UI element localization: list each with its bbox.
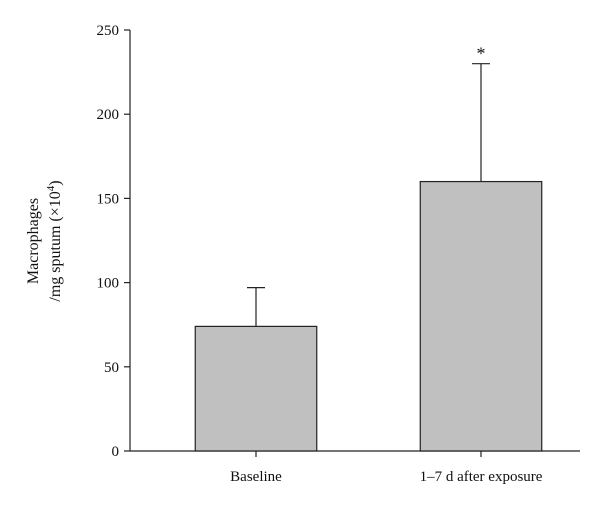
y-axis-title-line2: /mg sputum (×104): [45, 180, 64, 301]
y-axis-title-line1: Macrophages: [25, 198, 42, 284]
y-tick-label: 0: [112, 444, 120, 460]
y-tick-label: 250: [97, 23, 120, 39]
significance-marker: *: [477, 44, 486, 64]
x-tick-label: Baseline: [230, 469, 282, 485]
y-tick-label: 200: [97, 107, 120, 123]
y-axis-title-line2-prefix: /mg sputum (×10: [47, 191, 64, 301]
x-tick-label: 1–7 d after exposure: [420, 469, 543, 485]
y-tick-label: 150: [97, 191, 120, 207]
x-axis-ticks: Baseline 1–7 d after exposure: [230, 451, 543, 485]
bars-group: [194, 180, 543, 452]
y-tick-label: 50: [104, 360, 119, 376]
bar: [419, 180, 543, 452]
error-bars-group: [247, 63, 490, 327]
y-axis-ticks: 0 50 100 150 200 250: [97, 23, 130, 460]
y-axis-title-exponent: 4: [45, 185, 57, 191]
bar: [194, 325, 318, 452]
y-axis-title-line2-suffix: ): [47, 180, 64, 185]
annotations-group: *: [477, 44, 486, 64]
y-tick-label: 100: [97, 276, 120, 292]
